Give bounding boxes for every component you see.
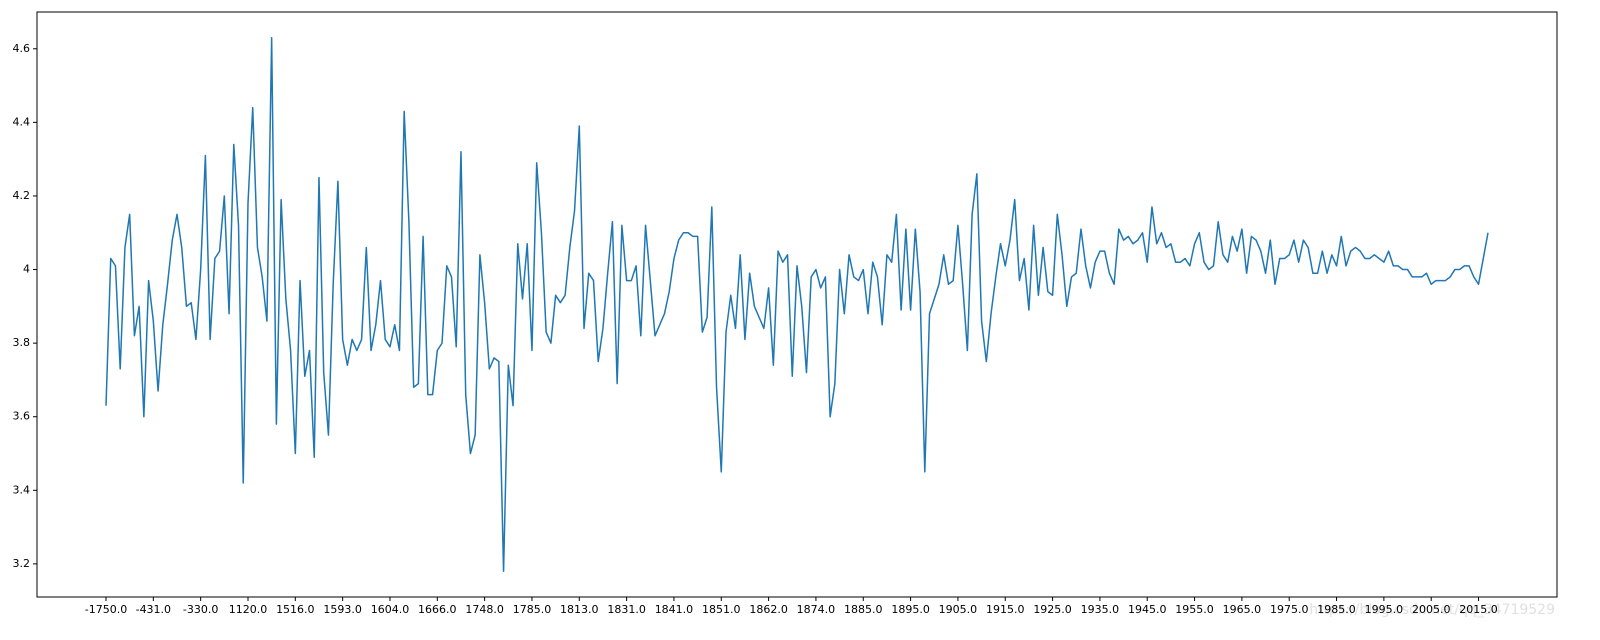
x-tick-label: 1895.0 <box>891 603 930 616</box>
y-tick-label: 4 <box>23 263 30 276</box>
x-tick-label: 1841.0 <box>655 603 694 616</box>
x-tick-label: -330.0 <box>183 603 218 616</box>
y-tick-label: 4.2 <box>13 189 31 202</box>
x-tick-label: 1516.0 <box>276 603 315 616</box>
y-tick-label: 4.6 <box>13 42 31 55</box>
x-tick-label: 1813.0 <box>560 603 599 616</box>
y-tick-label: 3.6 <box>13 410 31 423</box>
x-tick-label: 2005.0 <box>1412 603 1451 616</box>
x-tick-label: 1945.0 <box>1128 603 1167 616</box>
x-tick-label: 1915.0 <box>986 603 1025 616</box>
y-tick-label: 3.4 <box>13 483 31 496</box>
x-tick-label: 1985.0 <box>1317 603 1356 616</box>
x-tick-label: 1935.0 <box>1081 603 1120 616</box>
x-tick-label: 1885.0 <box>844 603 883 616</box>
x-tick-label: 1965.0 <box>1223 603 1262 616</box>
x-tick-label: 1593.0 <box>323 603 362 616</box>
x-tick-label: 1666.0 <box>418 603 457 616</box>
x-tick-label: 1862.0 <box>749 603 788 616</box>
x-tick-label: 1785.0 <box>513 603 552 616</box>
x-tick-label: 1748.0 <box>465 603 504 616</box>
watermark: https://blog.csdn.net/qq_34719529 <box>1309 602 1555 618</box>
y-tick-label: 4.4 <box>13 115 31 128</box>
x-tick-label: -1750.0 <box>85 603 127 616</box>
plot-frame <box>36 11 1558 598</box>
x-tick-label: -431.0 <box>136 603 171 616</box>
x-tick-label: 1905.0 <box>939 603 978 616</box>
x-tick-label: 1831.0 <box>607 603 646 616</box>
x-tick-label: 1995.0 <box>1365 603 1404 616</box>
x-tick-label: 1120.0 <box>229 603 268 616</box>
x-tick-label: 2015.0 <box>1459 603 1498 616</box>
y-tick-label: 3.8 <box>13 336 31 349</box>
x-tick-label: 1955.0 <box>1175 603 1214 616</box>
x-tick-label: 1851.0 <box>702 603 741 616</box>
x-tick-label: 1604.0 <box>371 603 410 616</box>
x-tick-label: 1975.0 <box>1270 603 1309 616</box>
data-line <box>105 37 1489 572</box>
x-tick-label: 1925.0 <box>1033 603 1072 616</box>
x-tick-label: 1874.0 <box>797 603 836 616</box>
y-tick-label: 3.2 <box>13 557 31 570</box>
